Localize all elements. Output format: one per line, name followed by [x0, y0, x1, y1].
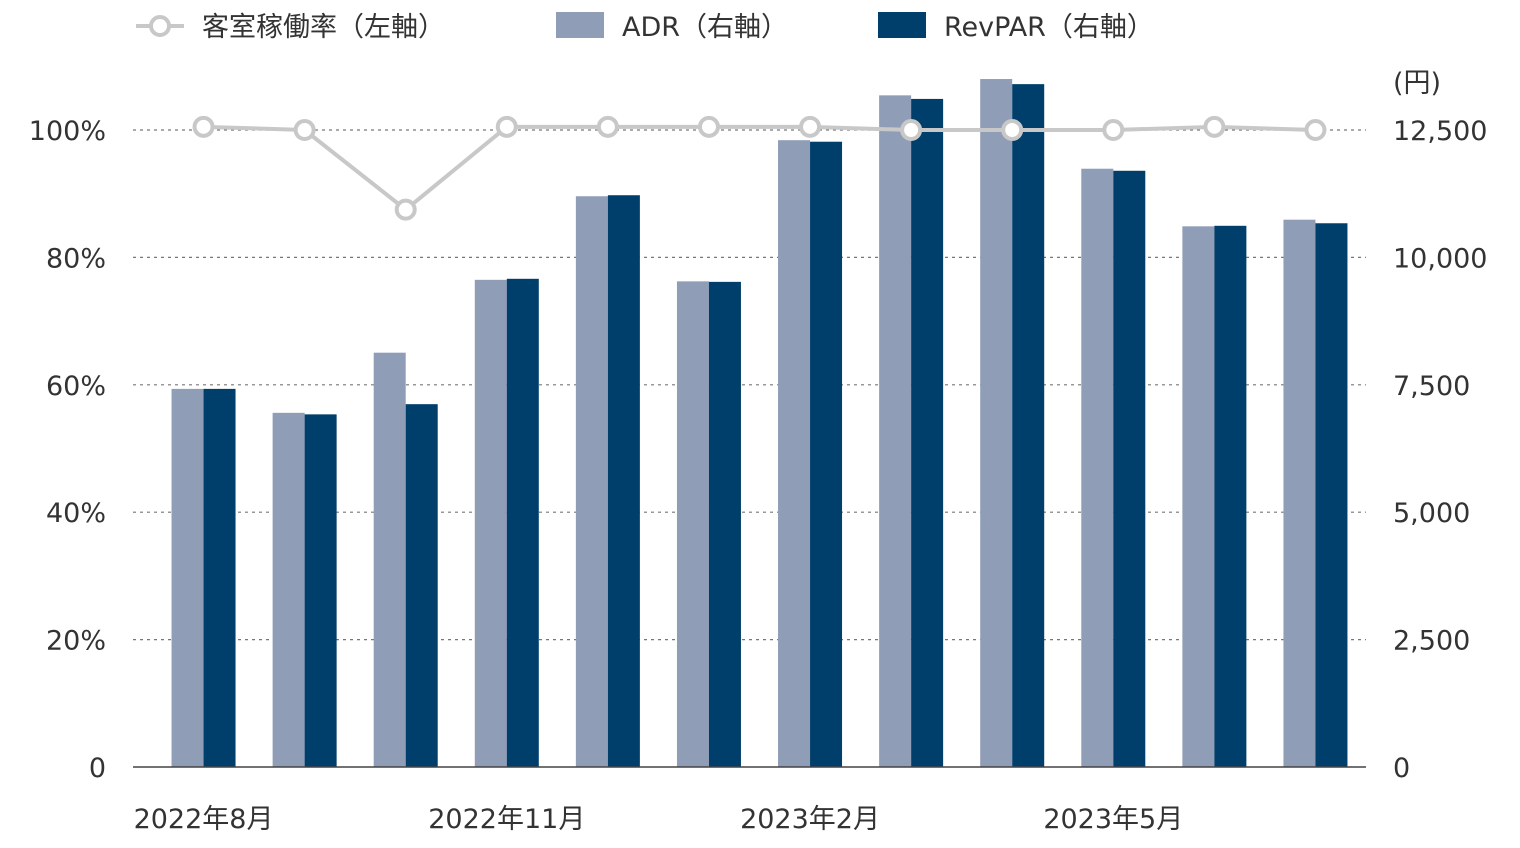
x-tick-label: 2023年5月 — [1043, 804, 1183, 835]
legend-item-adr: ADR（右軸） — [556, 12, 788, 43]
bar-revpar-11 — [1214, 225, 1247, 767]
bar-revpar-7 — [810, 141, 843, 767]
legend-marker-occupancy — [149, 15, 171, 37]
x-tick-label: 2023年2月 — [740, 804, 880, 835]
chart-legend: 客室稼働率（左軸） ADR（右軸） RevPAR（右軸） — [136, 12, 1154, 43]
left-tick-label: 20% — [46, 626, 106, 657]
left-tick-label: 100% — [29, 116, 106, 147]
right-tick-label: 0 — [1393, 753, 1410, 784]
bar-adr-11 — [1182, 226, 1215, 768]
right-tick-label: 2,500 — [1393, 626, 1470, 657]
legend-label-occupancy: 客室稼働率（左軸） — [202, 12, 445, 43]
bar-adr-7 — [778, 140, 811, 767]
bar-adr-2 — [272, 412, 305, 767]
legend-item-revpar: RevPAR（右軸） — [878, 12, 1154, 43]
x-tick-label: 2022年8月 — [134, 804, 274, 835]
right-tick-label: 10,000 — [1393, 243, 1487, 274]
bar-revpar-2 — [304, 414, 337, 767]
right-axis-ticks: 0 2,500 5,000 7,500 10,000 12,500 — [1393, 116, 1487, 784]
bars — [171, 79, 1348, 768]
bar-adr-8 — [879, 95, 912, 768]
occupancy-point-1 — [192, 115, 215, 138]
occupancy-point-8 — [900, 119, 923, 141]
right-tick-label: 7,500 — [1393, 371, 1470, 402]
bar-revpar-8 — [911, 98, 944, 767]
occupancy-point-12 — [1304, 119, 1327, 141]
bar-adr-10 — [1081, 168, 1114, 767]
bar-adr-3 — [373, 352, 406, 767]
bar-revpar-1 — [203, 388, 236, 767]
legend-label-adr: ADR（右軸） — [622, 12, 788, 43]
bar-revpar-4 — [506, 278, 539, 767]
legend-swatch-revpar — [878, 12, 926, 38]
x-axis-ticks: 2022年8月 2022年11月 2023年2月 2023年5月 — [134, 804, 1184, 835]
occupancy-point-11 — [1203, 115, 1226, 138]
bar-revpar-10 — [1113, 170, 1146, 767]
bar-adr-1 — [171, 388, 204, 767]
bar-revpar-6 — [708, 281, 741, 767]
right-axis-unit-label: (円) — [1393, 68, 1441, 99]
bar-adr-6 — [676, 281, 709, 767]
occupancy-point-10 — [1102, 119, 1125, 141]
occupancy-point-7 — [799, 115, 822, 138]
right-tick-label: 12,500 — [1393, 116, 1487, 147]
occupancy-point-3 — [394, 198, 417, 221]
bar-adr-9 — [980, 79, 1013, 768]
occupancy-line — [192, 115, 1327, 221]
right-tick-label: 5,000 — [1393, 498, 1470, 529]
gridlines — [133, 129, 1366, 641]
legend-swatch-adr — [556, 12, 604, 38]
x-tick-label: 2022年11月 — [428, 804, 585, 835]
occupancy-point-2 — [293, 119, 316, 141]
occupancy-point-9 — [1001, 119, 1024, 141]
left-tick-label: 80% — [46, 243, 106, 274]
bar-adr-5 — [575, 196, 608, 768]
bar-adr-12 — [1283, 219, 1316, 768]
bar-revpar-12 — [1315, 223, 1348, 767]
occupancy-point-4 — [495, 115, 518, 138]
bar-adr-4 — [474, 279, 507, 767]
occupancy-point-5 — [596, 115, 619, 138]
left-tick-label: 60% — [46, 371, 106, 402]
bar-revpar-9 — [1012, 84, 1045, 768]
legend-item-occupancy: 客室稼働率（左軸） — [136, 12, 445, 43]
left-tick-label: 0 — [89, 753, 106, 784]
left-axis-ticks: 0 20% 40% 60% 80% 100% — [29, 116, 106, 784]
occupancy-point-6 — [697, 115, 720, 138]
legend-label-revpar: RevPAR（右軸） — [944, 12, 1154, 43]
left-tick-label: 40% — [46, 498, 106, 529]
bar-revpar-5 — [607, 195, 640, 767]
occupancy-series-line — [203, 124, 1316, 213]
bar-revpar-3 — [405, 404, 438, 767]
